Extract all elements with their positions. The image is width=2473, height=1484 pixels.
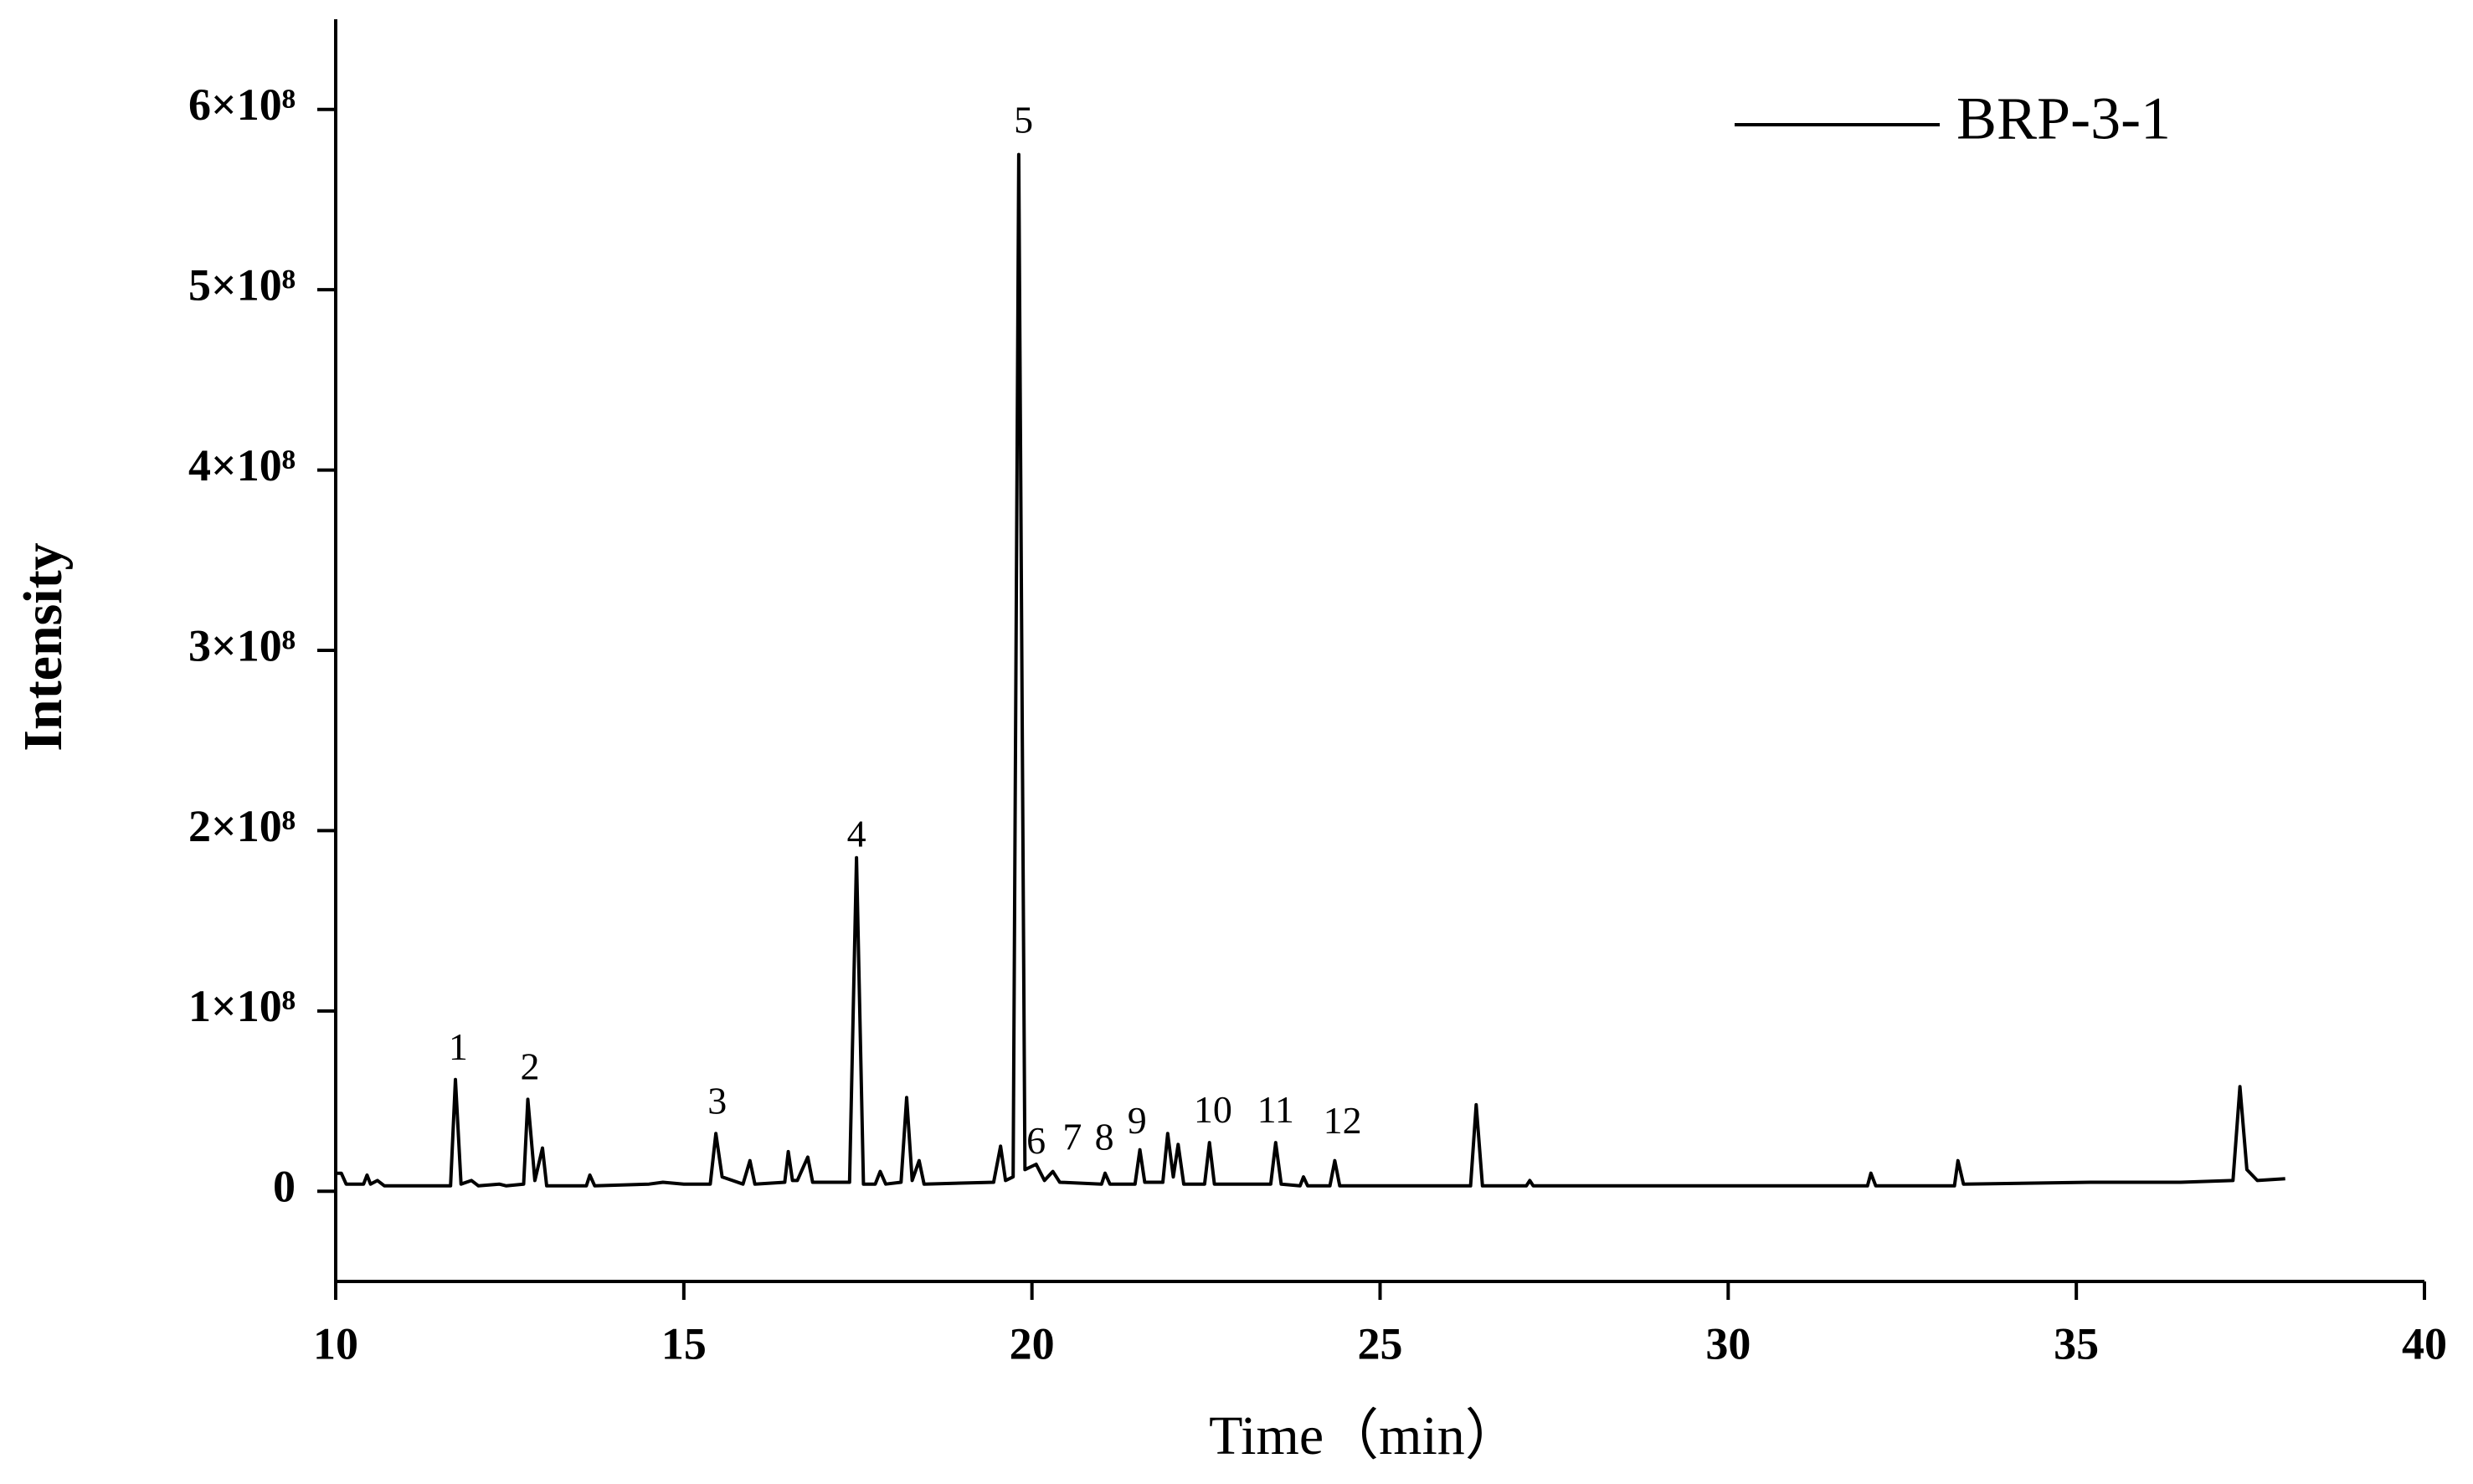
- x-tick-label: 15: [661, 1318, 707, 1368]
- y-tick-label: 2×10⁸: [188, 801, 296, 851]
- peak-label: 2: [521, 1045, 540, 1088]
- x-axis-title: Time（min）: [1209, 1405, 1520, 1466]
- peak-label: 11: [1257, 1088, 1294, 1131]
- y-tick-label: 5×10⁸: [188, 260, 296, 311]
- peak-label: 6: [1026, 1119, 1046, 1162]
- peak-label: 8: [1095, 1116, 1114, 1158]
- y-tick-label: 6×10⁸: [188, 80, 296, 130]
- peak-label: 1: [449, 1025, 468, 1068]
- peak-label: 12: [1324, 1099, 1362, 1142]
- peak-label: 4: [847, 813, 866, 855]
- peak-label: 10: [1194, 1088, 1232, 1131]
- peak-label: 3: [707, 1079, 727, 1122]
- x-tick-label: 25: [1358, 1318, 1403, 1368]
- y-tick-label: 3×10⁸: [188, 620, 296, 670]
- x-tick-label: 30: [1705, 1318, 1751, 1368]
- y-tick-label: 0: [273, 1162, 296, 1212]
- y-axis-title: Intensity: [13, 542, 74, 751]
- legend-label: BRP-3-1: [1956, 85, 2171, 152]
- x-tick-label: 35: [2054, 1318, 2099, 1368]
- series-line: [336, 152, 2285, 1188]
- x-tick-label: 20: [1010, 1318, 1055, 1368]
- y-tick-label: 1×10⁸: [188, 981, 296, 1031]
- y-tick-label: 4×10⁸: [188, 440, 296, 490]
- x-tick-label: 10: [313, 1318, 358, 1368]
- peak-label: 9: [1128, 1099, 1147, 1142]
- x-tick-label: 40: [2402, 1318, 2447, 1368]
- peak-label: 5: [1014, 99, 1033, 141]
- peak-label: 7: [1062, 1116, 1082, 1158]
